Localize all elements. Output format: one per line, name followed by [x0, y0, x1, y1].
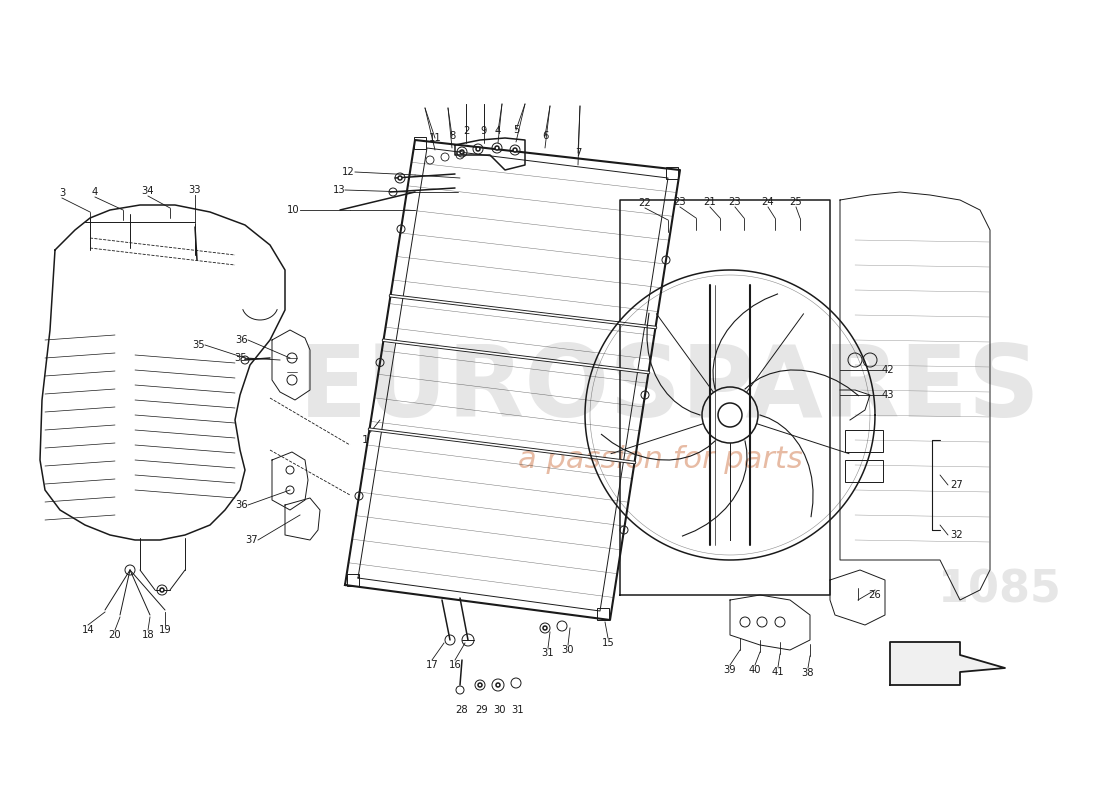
- Text: 18: 18: [142, 630, 154, 640]
- Text: 9: 9: [481, 126, 487, 136]
- Circle shape: [398, 176, 402, 180]
- Text: 8: 8: [449, 131, 455, 141]
- Text: 13: 13: [332, 185, 345, 195]
- Bar: [666, 167, 678, 179]
- Text: 6: 6: [542, 131, 548, 141]
- Circle shape: [718, 403, 743, 427]
- Text: a passion for parts: a passion for parts: [518, 446, 802, 474]
- Circle shape: [478, 683, 482, 687]
- Text: 20: 20: [109, 630, 121, 640]
- Circle shape: [543, 626, 547, 630]
- Text: 38: 38: [802, 668, 814, 678]
- Text: 16: 16: [449, 660, 461, 670]
- Text: 33: 33: [189, 185, 201, 195]
- Text: 35: 35: [234, 353, 248, 363]
- Text: 2: 2: [463, 126, 470, 136]
- Text: 17: 17: [426, 660, 439, 670]
- Text: 11: 11: [429, 133, 441, 143]
- Text: 27: 27: [950, 480, 962, 490]
- Text: 30: 30: [562, 645, 574, 655]
- Text: 10: 10: [287, 205, 300, 215]
- Circle shape: [160, 588, 164, 592]
- Circle shape: [496, 683, 500, 687]
- Text: 19: 19: [158, 625, 172, 635]
- Bar: [845, 430, 883, 452]
- Circle shape: [460, 150, 464, 154]
- Text: 31: 31: [541, 648, 554, 658]
- Text: 21: 21: [704, 197, 716, 207]
- Text: 23: 23: [673, 197, 686, 207]
- Text: 23: 23: [728, 197, 741, 207]
- Text: 14: 14: [81, 625, 95, 635]
- Bar: [597, 608, 609, 620]
- Text: 4: 4: [92, 187, 98, 197]
- Text: 3: 3: [59, 188, 65, 198]
- Polygon shape: [890, 642, 1005, 685]
- Text: 1: 1: [362, 435, 369, 445]
- Text: 26: 26: [869, 590, 881, 600]
- Text: EUROSPARES: EUROSPARES: [299, 342, 1041, 438]
- Text: 12: 12: [342, 167, 355, 177]
- Text: 36: 36: [235, 335, 248, 345]
- Text: 24: 24: [761, 197, 774, 207]
- Text: 4: 4: [495, 126, 502, 136]
- Text: 31: 31: [512, 705, 525, 715]
- Circle shape: [513, 148, 517, 152]
- Bar: [414, 137, 426, 149]
- Text: 7: 7: [575, 148, 581, 158]
- Text: 43: 43: [882, 390, 894, 400]
- Text: 32: 32: [950, 530, 962, 540]
- Text: 39: 39: [724, 665, 736, 675]
- Text: 15: 15: [602, 638, 615, 648]
- Text: 34: 34: [142, 186, 154, 196]
- Text: 29: 29: [475, 705, 488, 715]
- Circle shape: [476, 147, 480, 151]
- Text: 1085: 1085: [938, 569, 1062, 611]
- Bar: [845, 460, 883, 482]
- Text: 42: 42: [882, 365, 894, 375]
- Circle shape: [495, 146, 499, 150]
- Text: 28: 28: [455, 705, 469, 715]
- Text: 40: 40: [749, 665, 761, 675]
- Text: 5: 5: [513, 125, 519, 135]
- Text: 35: 35: [192, 340, 205, 350]
- Text: 25: 25: [790, 197, 802, 207]
- Text: 37: 37: [245, 535, 258, 545]
- Text: 22: 22: [639, 198, 651, 208]
- Text: 41: 41: [772, 667, 784, 677]
- Bar: [346, 574, 359, 586]
- Text: 36: 36: [235, 500, 248, 510]
- Text: 30: 30: [494, 705, 506, 715]
